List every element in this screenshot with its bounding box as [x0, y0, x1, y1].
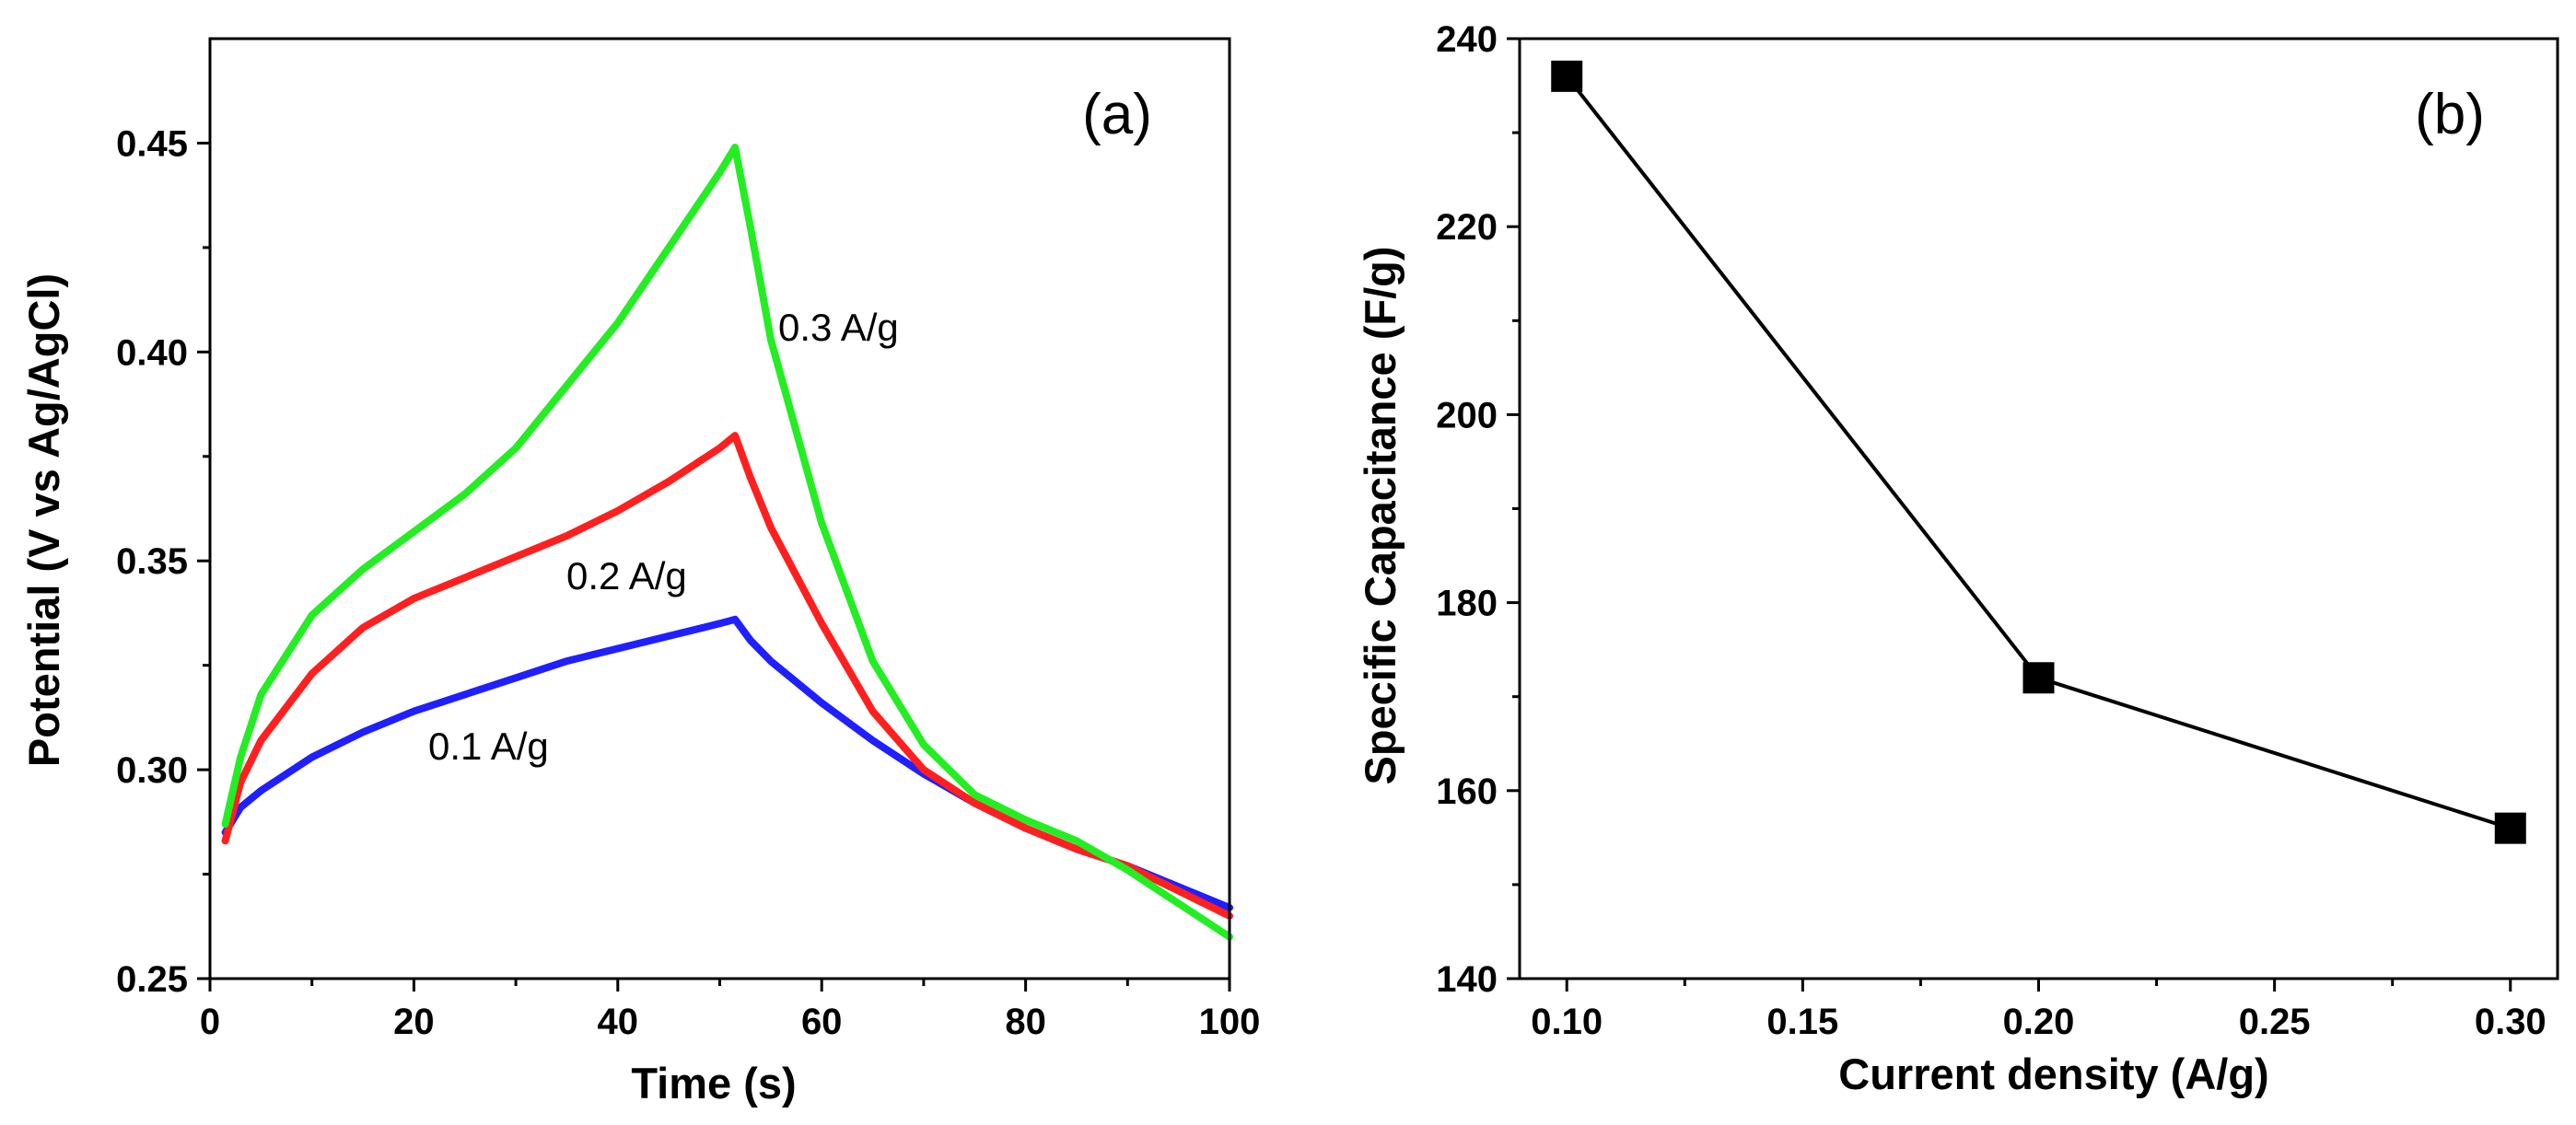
panel-b-chart: 0.10 0.15 0.20 0.25 0.30 140 160 180 200 220 240 (… [1356, 19, 2559, 1098]
panel-b-ticks: 0.10 0.15 0.20 0.25 0.30 140 160 180 200 220 240 [1436, 19, 2559, 1042]
panel-b-y-axis-title: Specific Capacitance (F/g) [1356, 246, 1405, 784]
panel-a-y-tick-label: 0.35 [116, 541, 188, 582]
panel-b-axes-frame [1518, 37, 2559, 980]
panel-a-y-tick-label: 0.25 [116, 959, 188, 1000]
series-label-0.1: 0.1 A/g [428, 725, 549, 768]
panel-a-y-axis-title: Potential (V vs Ag/AgCl) [19, 273, 68, 767]
panel-b-data-point [1551, 60, 1583, 92]
panel-a-x-tick-label: 60 [801, 1002, 843, 1042]
panel-b-x-tick-label: 0.20 [2003, 1002, 2075, 1042]
panel-b-y-tick-label: 240 [1436, 19, 1498, 60]
panel-a-y-tick-label: 0.30 [116, 750, 188, 791]
panel-a-x-tick-label: 20 [393, 1002, 435, 1042]
panel-a-chart: 0 20 40 60 80 100 0.25 0.30 0.35 0.40 0.45 (a) Tim… [19, 37, 1261, 1108]
series-label-0.3: 0.3 A/g [778, 306, 899, 349]
panel-b-plot-area [1551, 60, 2526, 844]
panel-b-x-tick-label: 0.10 [1531, 1002, 1603, 1042]
panel-b-x-axis-title: Current density (A/g) [1838, 1050, 2268, 1098]
panel-a-series-line-2 [221, 144, 1233, 941]
panel-b-x-tick-label: 0.25 [2239, 1002, 2311, 1042]
panel-b-x-tick-label: 0.30 [2475, 1002, 2547, 1042]
panel-b-series-line-0 [1565, 74, 2512, 830]
panel-a-x-tick-label: 0 [200, 1002, 220, 1042]
panel-b-y-tick-label: 140 [1436, 959, 1498, 1000]
panel-a-y-tick-label: 0.45 [116, 123, 188, 164]
panel-b-y-tick-label: 200 [1436, 395, 1498, 435]
panel-a-x-tick-label: 80 [1005, 1002, 1046, 1042]
panel-a-plot-area [221, 144, 1233, 941]
panel-a-x-tick-label: 100 [1199, 1002, 1261, 1042]
panel-b-data-point [2022, 662, 2055, 694]
panel-a-series-line-1 [221, 432, 1233, 920]
panel-a-y-tick-label: 0.40 [116, 332, 188, 373]
panel-b-x-tick-label: 0.15 [1766, 1002, 1838, 1042]
panel-b-y-tick-label: 220 [1436, 207, 1498, 248]
panel-a-series-line-0 [221, 615, 1233, 911]
panel-b-y-tick-label: 160 [1436, 771, 1498, 812]
panel-b-data-point [2494, 812, 2526, 844]
panel-a-x-tick-label: 40 [598, 1002, 639, 1042]
panel-a-x-axis-title: Time (s) [631, 1059, 796, 1108]
panel-a-label: (a) [1082, 83, 1152, 146]
panel-b-y-tick-label: 180 [1436, 584, 1498, 624]
series-label-0.2: 0.2 A/g [566, 554, 687, 597]
panel-a-ticks: 0 20 40 60 80 100 0.25 0.30 0.35 0.40 0.45 [116, 37, 1261, 1042]
panel-b-label: (b) [2415, 83, 2485, 146]
